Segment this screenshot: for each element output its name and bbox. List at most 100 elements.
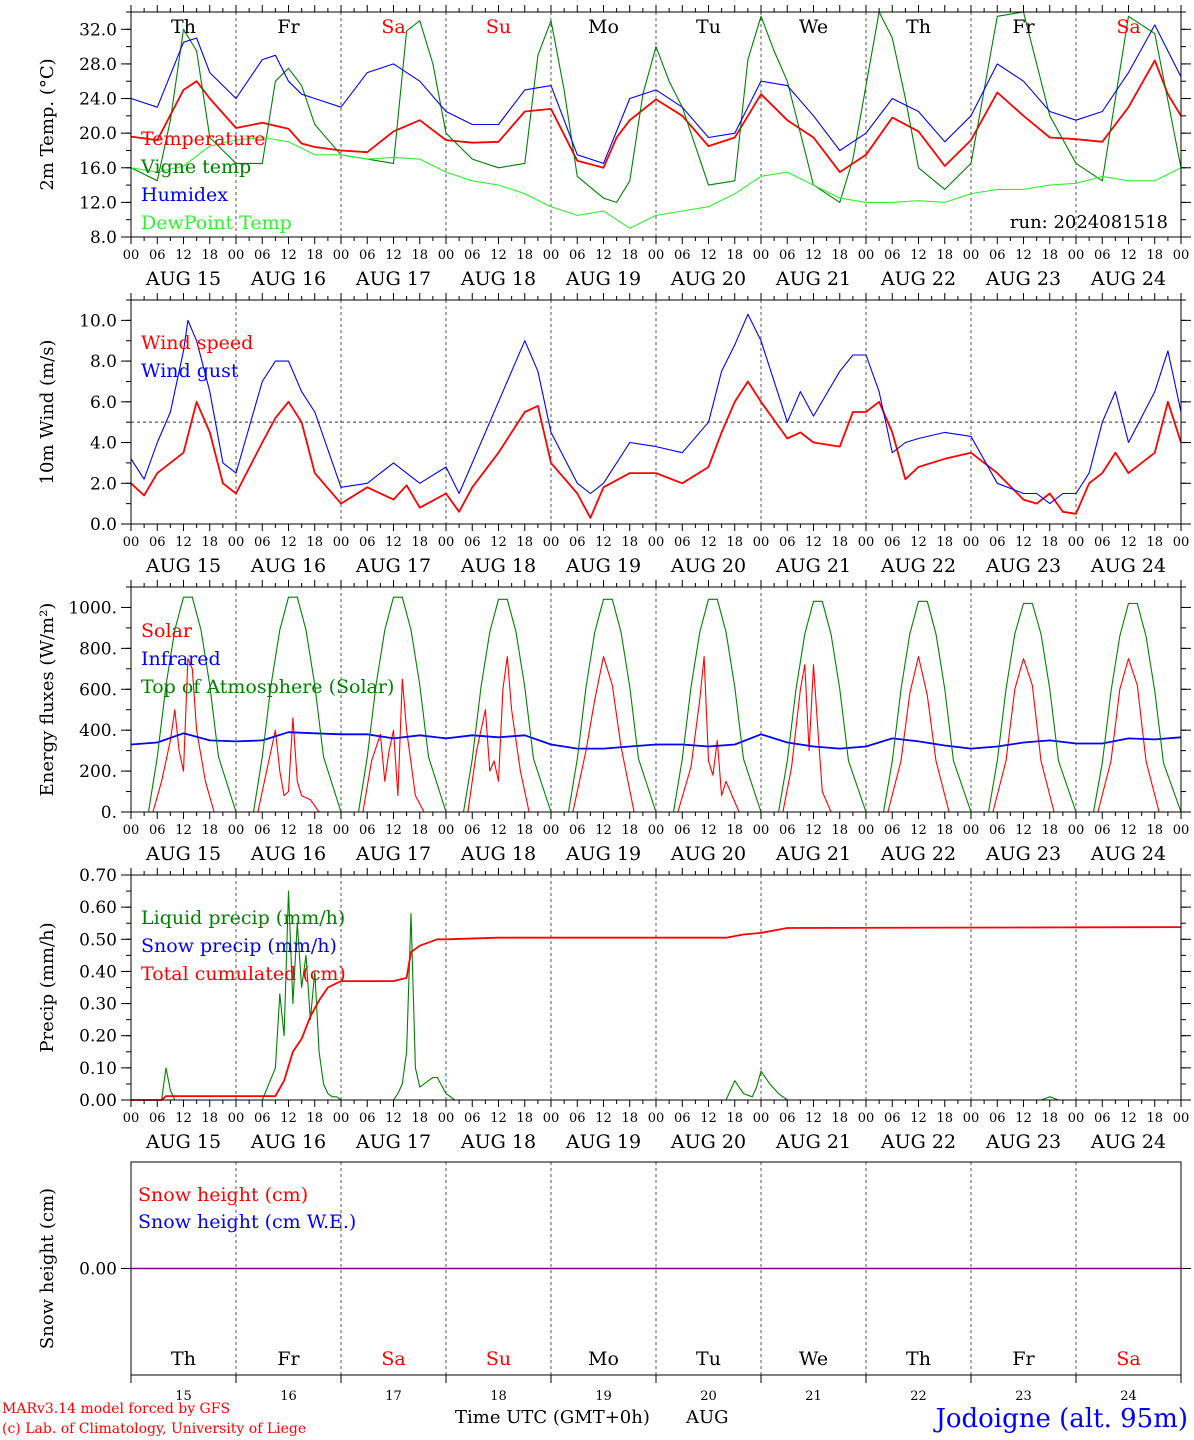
temp-day-label: AUG 19 [565, 268, 641, 290]
wind-day-label: AUG 16 [250, 555, 326, 577]
wind-hour-label: 06 [989, 535, 1006, 550]
energy-hour-label: 18 [516, 823, 533, 838]
wind-day-label: AUG 19 [565, 555, 641, 577]
precip-hour-label: 18 [726, 1111, 743, 1126]
wind-hour-label: 06 [674, 535, 691, 550]
temp-ytick-label: 16.0 [79, 159, 117, 179]
energy-day-label: AUG 17 [355, 843, 431, 865]
wind-hour-label: 00 [543, 535, 560, 550]
precip-hour-label: 12 [385, 1111, 402, 1126]
x-axis-month: AUG [685, 1407, 729, 1428]
energy-hour-label: 00 [228, 823, 245, 838]
wind-hour-label: 18 [1041, 535, 1058, 550]
weekday-label-bottom: Sa [1116, 1348, 1140, 1370]
precip-hour-label: 12 [910, 1111, 927, 1126]
weekday-label-bottom: Fr [1012, 1348, 1035, 1370]
precip-hour-label: 06 [149, 1111, 166, 1126]
wind-ylabel: 10m Wind (m/s) [37, 340, 58, 485]
temp-legend-2: Vigne temp [140, 156, 251, 178]
temp-hour-label: 06 [464, 248, 481, 263]
temp-ylabel: 2m Temp. (°C) [37, 58, 58, 190]
temp-legend-3: Humidex [141, 184, 228, 206]
precip-day-label: AUG 17 [355, 1131, 431, 1153]
wind-ytick-label: 0.0 [90, 515, 117, 535]
weekday-label-bottom: Su [486, 1348, 511, 1370]
energy-day-label: AUG 19 [565, 843, 641, 865]
bottom-day-number: 16 [280, 1389, 297, 1404]
weekday-label-bottom: Mo [588, 1348, 619, 1370]
energy-ylabel: Energy fluxes (W/m²) [37, 603, 58, 797]
bottom-day-number: 22 [910, 1389, 927, 1404]
wind-hour-label: 12 [805, 535, 822, 550]
precip-hour-label: 00 [1173, 1111, 1190, 1126]
wind-hour-label: 06 [1094, 535, 1111, 550]
temp-series-3 [130, 24, 1182, 164]
temp-hour-label: 06 [254, 248, 271, 263]
precip-hour-label: 12 [595, 1111, 612, 1126]
precip-hour-label: 18 [936, 1111, 953, 1126]
temp-series-2 [130, 11, 1182, 203]
precip-hour-label: 06 [1094, 1111, 1111, 1126]
wind-day-label: AUG 22 [880, 555, 956, 577]
energy-series-2 [130, 731, 1182, 750]
location-title: Jodoigne (alt. 95m) [932, 1404, 1188, 1434]
temp-hour-label: 06 [569, 248, 586, 263]
energy-hour-label: 18 [306, 823, 323, 838]
precip-hour-label: 00 [648, 1111, 665, 1126]
temp-hour-label: 00 [648, 248, 665, 263]
wind-hour-label: 12 [1120, 535, 1137, 550]
temp-hour-label: 00 [228, 248, 245, 263]
wind-day-label: AUG 18 [460, 555, 536, 577]
weekday-label-top: Fr [1012, 16, 1035, 38]
energy-hour-label: 06 [359, 823, 376, 838]
temp-hour-label: 00 [1173, 248, 1190, 263]
precip-hour-label: 00 [858, 1111, 875, 1126]
precip-series-1 [131, 890, 1181, 1101]
precip-hour-label: 18 [1146, 1111, 1163, 1126]
precip-hour-label: 00 [123, 1111, 140, 1126]
energy-day-label: AUG 22 [880, 843, 956, 865]
bottom-day-number: 15 [175, 1389, 192, 1404]
temp-hour-label: 12 [910, 248, 927, 263]
precip-hour-label: 18 [621, 1111, 638, 1126]
precip-ytick-label: 0.20 [79, 1027, 117, 1047]
weekday-label-top: Sa [1116, 16, 1140, 38]
temp-hour-label: 00 [123, 248, 140, 263]
wind-legend-1: Wind speed [141, 332, 253, 354]
wind-hour-label: 00 [333, 535, 350, 550]
energy-hour-label: 00 [648, 823, 665, 838]
wind-day-label: AUG 15 [145, 555, 221, 577]
temp-hour-label: 12 [175, 248, 192, 263]
energy-legend-2: Infrared [141, 648, 221, 670]
temp-hour-label: 06 [1094, 248, 1111, 263]
energy-ytick-label: 0. [101, 803, 117, 823]
wind-day-label: AUG 21 [775, 555, 851, 577]
wind-series-2 [130, 313, 1182, 505]
weekday-label-bottom: We [799, 1348, 828, 1370]
precip-hour-label: 18 [411, 1111, 428, 1126]
temp-day-label: AUG 17 [355, 268, 431, 290]
precip-ytick-label: 0.00 [79, 1091, 117, 1111]
temp-hour-label: 18 [306, 248, 323, 263]
precip-hour-label: 06 [989, 1111, 1006, 1126]
bottom-day-number: 18 [490, 1389, 507, 1404]
wind-hour-label: 00 [648, 535, 665, 550]
energy-legend-1: Solar [141, 620, 193, 642]
precip-day-label: AUG 19 [565, 1131, 641, 1153]
precip-ytick-label: 0.50 [79, 930, 117, 950]
energy-hour-label: 18 [201, 823, 218, 838]
temp-hour-label: 00 [438, 248, 455, 263]
energy-legend-3: Top of Atmosphere (Solar) [141, 676, 394, 698]
energy-hour-label: 12 [175, 823, 192, 838]
temp-hour-label: 18 [621, 248, 638, 263]
temp-day-label: AUG 16 [250, 268, 326, 290]
precip-legend-2: Snow precip (mm/h) [141, 935, 337, 957]
temp-series-4 [130, 136, 1182, 229]
temp-hour-label: 18 [831, 248, 848, 263]
temp-hour-label: 18 [201, 248, 218, 263]
wind-hour-label: 06 [779, 535, 796, 550]
energy-hour-label: 00 [1068, 823, 1085, 838]
weekday-label-top: Mo [588, 16, 619, 38]
precip-series-3 [131, 926, 1182, 1101]
snow-legend-1: Snow height (cm) [138, 1184, 308, 1206]
